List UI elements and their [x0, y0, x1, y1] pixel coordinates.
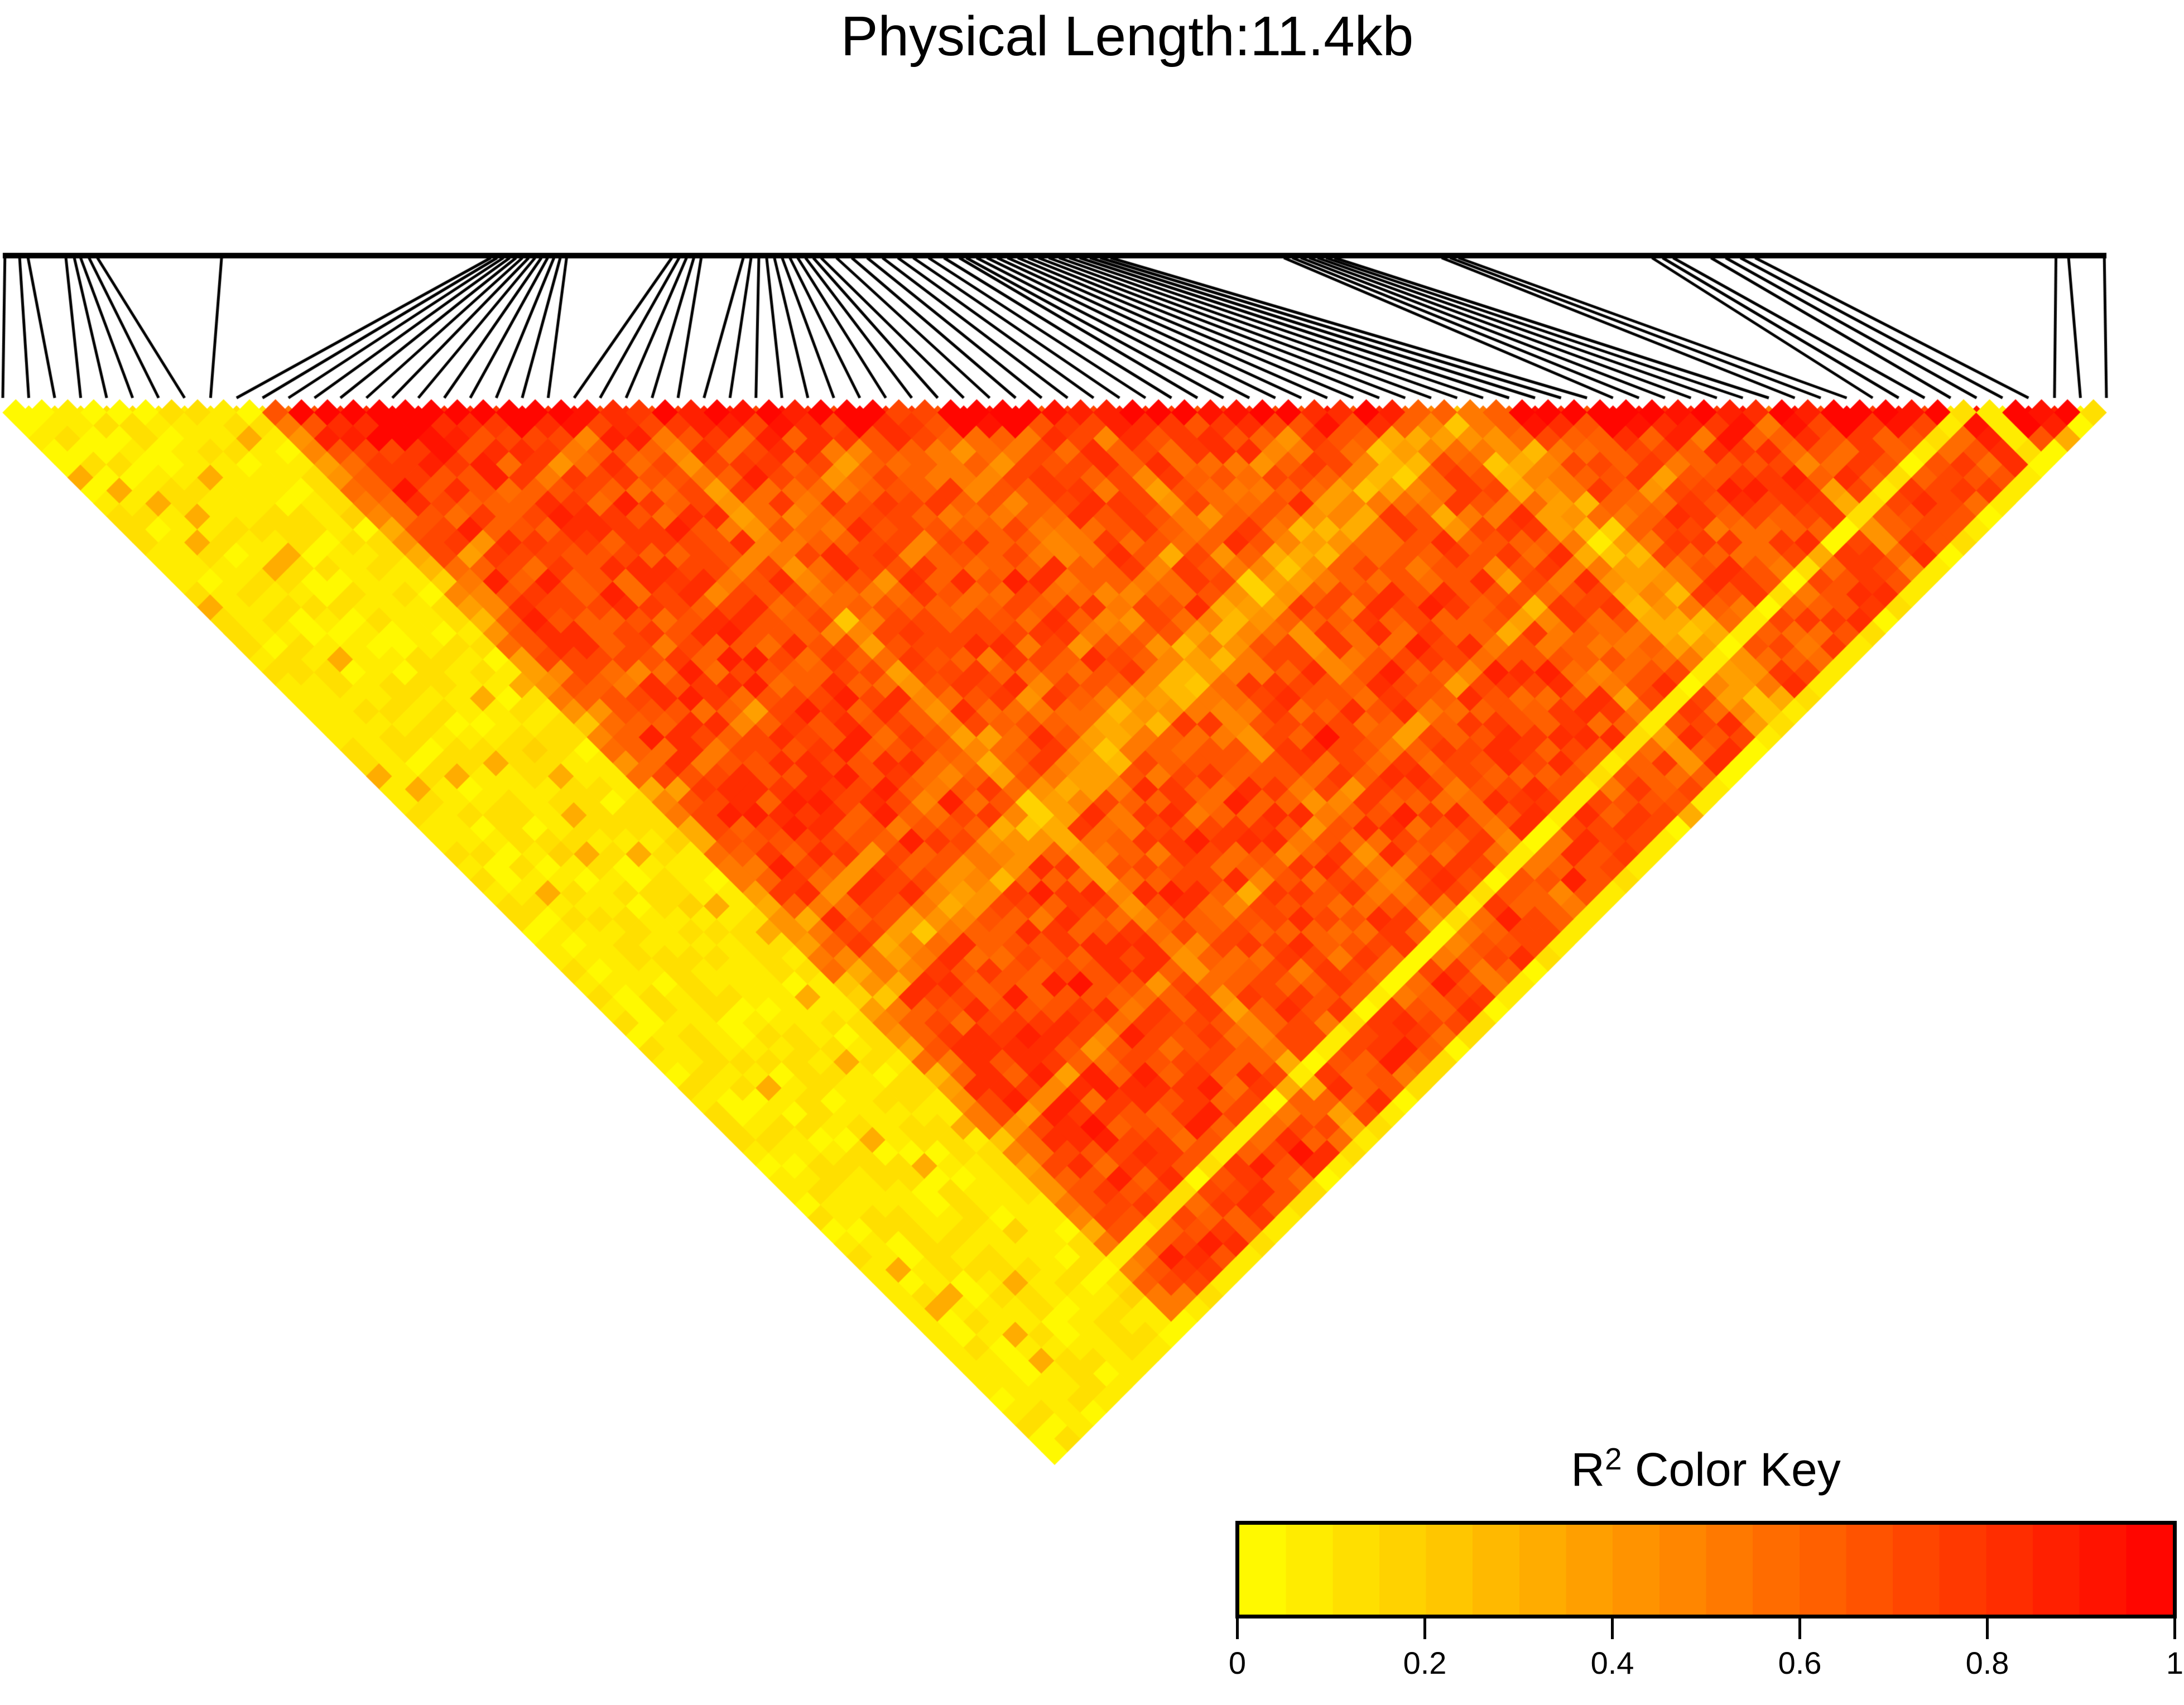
color-key-tick-label: 0.6 [1778, 1645, 1822, 1681]
color-key-tick [1236, 1618, 1239, 1639]
color-key-tick-label: 0.4 [1591, 1645, 1634, 1681]
color-key-tick-label: 0.8 [1966, 1645, 2009, 1681]
color-key-tick [2173, 1618, 2176, 1639]
color-key-title: R2 Color Key [1571, 1443, 1840, 1497]
ld-triangle-heatmap-canvas [0, 0, 2184, 1689]
color-key-title-rest: Color Key [1622, 1443, 1841, 1496]
color-key-tick-label: 1 [2166, 1645, 2183, 1681]
color-key-tick-label: 0 [1229, 1645, 1246, 1681]
color-key-tick [1423, 1618, 1426, 1639]
color-key-tick [1986, 1618, 1989, 1639]
color-key-tick [1611, 1618, 1614, 1639]
color-key: R2 Color Key 00.20.40.60.81 [1235, 1521, 2177, 1705]
color-key-tick [1798, 1618, 1801, 1639]
color-key-tick-label: 0.2 [1403, 1645, 1447, 1681]
color-key-gradient-bar [1235, 1521, 2177, 1618]
color-key-title-superscript: 2 [1605, 1442, 1622, 1476]
color-key-title-r: R [1571, 1443, 1605, 1496]
